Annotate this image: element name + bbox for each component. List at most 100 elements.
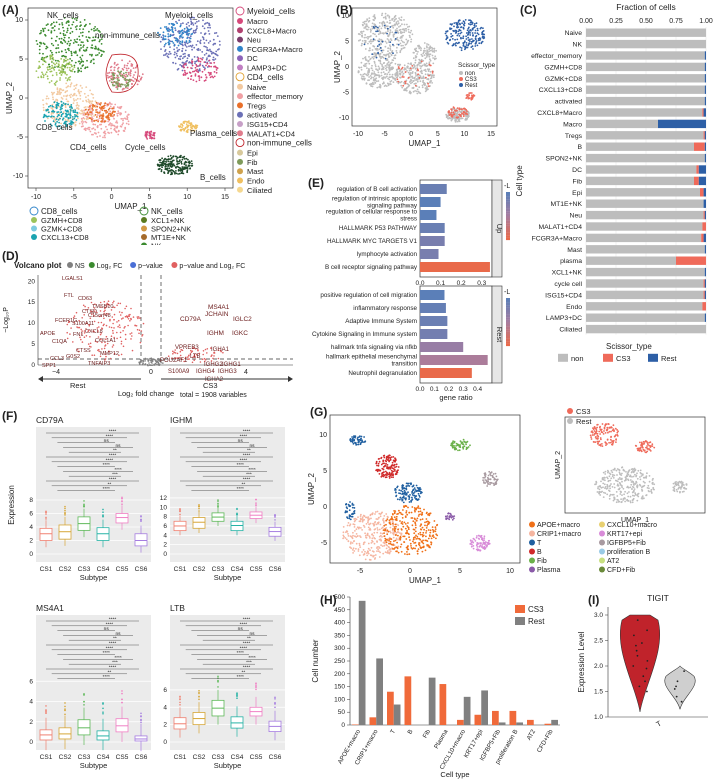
- bar-non: [586, 108, 703, 117]
- umap-point: [180, 55, 183, 57]
- umap-point: [162, 31, 165, 34]
- umap-point: [40, 29, 42, 32]
- umap-point: [168, 50, 171, 53]
- outlier: [45, 712, 47, 714]
- umap-point: [420, 58, 423, 61]
- umap-point: [199, 60, 202, 63]
- umap-point: [115, 64, 118, 67]
- outlier: [121, 692, 123, 695]
- umap-point: [362, 441, 364, 443]
- gradient-step: [506, 232, 510, 236]
- panel-label-e: (E): [308, 176, 324, 190]
- umap-point: [87, 98, 90, 101]
- umap-point: [413, 48, 416, 51]
- umap-point: [381, 63, 383, 66]
- umap-point: [208, 65, 211, 68]
- term-label: lymphocyte activation: [357, 251, 418, 258]
- x-tick-label: 0.2: [457, 280, 466, 287]
- umap-point: [72, 102, 75, 104]
- umap-point: [64, 103, 67, 106]
- umap-point: [62, 61, 65, 63]
- umap-point: [90, 310, 92, 313]
- umap-point: [468, 42, 471, 44]
- x-tick-label: 0.4: [473, 386, 482, 393]
- umap-point: [402, 28, 405, 31]
- umap-point: [61, 89, 64, 92]
- umap-point: [485, 480, 488, 483]
- umap-point: [113, 84, 116, 87]
- umap-point: [94, 36, 97, 38]
- umap-point: [369, 47, 371, 50]
- umap-point: [382, 71, 385, 73]
- umap-point: [179, 354, 182, 357]
- umap-point: [412, 87, 415, 89]
- umap-point: [66, 337, 69, 340]
- umap-point: [397, 80, 400, 83]
- umap-point: [57, 119, 60, 121]
- umap-point: [97, 36, 100, 39]
- umap-point: [409, 494, 411, 496]
- umap-point: [379, 31, 382, 33]
- umap-point: [376, 49, 379, 51]
- umap-point: [190, 67, 192, 69]
- umap-point: [410, 69, 412, 71]
- umap-point: [414, 84, 417, 87]
- umap-point: [357, 441, 360, 444]
- umap-point: [65, 51, 68, 54]
- umap-point: [469, 32, 471, 34]
- umap-point: [113, 352, 116, 355]
- legend-swatch: [237, 18, 243, 24]
- umap-point: [375, 25, 377, 28]
- umap-point: [87, 307, 90, 309]
- umap-point: [146, 364, 149, 366]
- category-label: Epi: [572, 190, 582, 197]
- legend-swatch: [237, 177, 243, 184]
- umap-point: [380, 457, 382, 460]
- plot-bg: [36, 427, 151, 562]
- umap-point: [180, 162, 183, 165]
- umap-point: [52, 92, 54, 95]
- umap-point: [420, 53, 423, 56]
- umap-point: [63, 95, 65, 97]
- umap-point: [117, 133, 120, 136]
- umap-point: [376, 28, 379, 31]
- umap-point: [119, 83, 122, 86]
- umap-point: [470, 29, 472, 32]
- umap-point: [80, 67, 82, 70]
- cluster-non2: [357, 51, 402, 89]
- umap-point: [396, 46, 398, 49]
- umap-point: [97, 330, 99, 332]
- umap-point: [85, 121, 88, 124]
- umap-point: [385, 17, 387, 20]
- umap-point: [197, 49, 200, 52]
- x-tick-label: CS4: [231, 566, 244, 573]
- umap-point: [196, 40, 199, 43]
- umap-point: [346, 507, 349, 510]
- umap-point: [452, 29, 455, 32]
- umap-point: [90, 118, 93, 121]
- umap-point: [206, 57, 208, 59]
- umap-point: [202, 57, 204, 59]
- x-tick-label: 5: [458, 568, 462, 575]
- umap-point: [142, 360, 144, 362]
- x-tick-label: 10: [461, 131, 469, 138]
- umap-point: [51, 22, 53, 25]
- umap-point: [386, 73, 389, 76]
- umap-point: [431, 50, 434, 53]
- umap-point: [187, 77, 190, 80]
- umap-point: [60, 105, 63, 107]
- x-tick-label: 1.00: [699, 18, 713, 25]
- umap-point: [100, 306, 102, 308]
- umap-point: [179, 64, 182, 66]
- umap-point: [188, 61, 191, 63]
- bar-Rest: [704, 210, 706, 220]
- legend-item: Fib: [247, 158, 257, 167]
- umap-point: [198, 352, 201, 355]
- enrich-bar: [420, 236, 445, 246]
- umap-point: [64, 106, 67, 109]
- umap-point: [445, 34, 448, 37]
- bar-Rest: [703, 233, 706, 243]
- umap-point: [428, 68, 431, 71]
- umap-point: [160, 36, 163, 39]
- panel-label-f: (F): [2, 409, 18, 423]
